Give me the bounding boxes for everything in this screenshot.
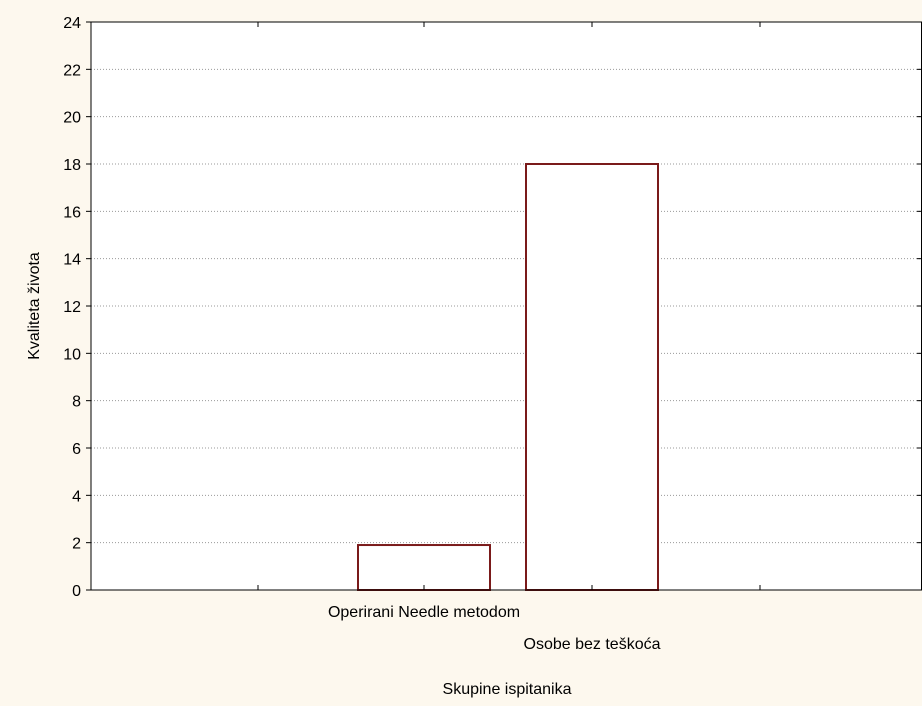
y-tick-label: 6 [72, 441, 81, 458]
y-tick-label: 22 [63, 62, 81, 79]
y-tick-label: 8 [72, 394, 81, 411]
y-tick-label: 18 [63, 157, 81, 174]
y-tick-label: 10 [63, 346, 81, 363]
y-tick-label: 2 [72, 536, 81, 553]
y-tick-label: 20 [63, 110, 81, 127]
y-tick-label: 14 [63, 252, 81, 269]
x-category-label: Operirani Needle metodom [328, 604, 520, 621]
y-tick-label: 24 [63, 15, 81, 32]
y-tick-label: 0 [72, 583, 81, 600]
x-category-label: Osobe bez teškoća [524, 636, 661, 653]
bar [357, 544, 491, 591]
plot-area [91, 22, 922, 590]
y-tick-label: 12 [63, 299, 81, 316]
y-tick-label: 4 [72, 488, 81, 505]
bar [525, 163, 659, 591]
y-tick-label: 16 [63, 204, 81, 221]
x-axis-title: Skupine ispitanika [443, 681, 572, 698]
y-axis-title: Kvaliteta života [26, 252, 43, 360]
